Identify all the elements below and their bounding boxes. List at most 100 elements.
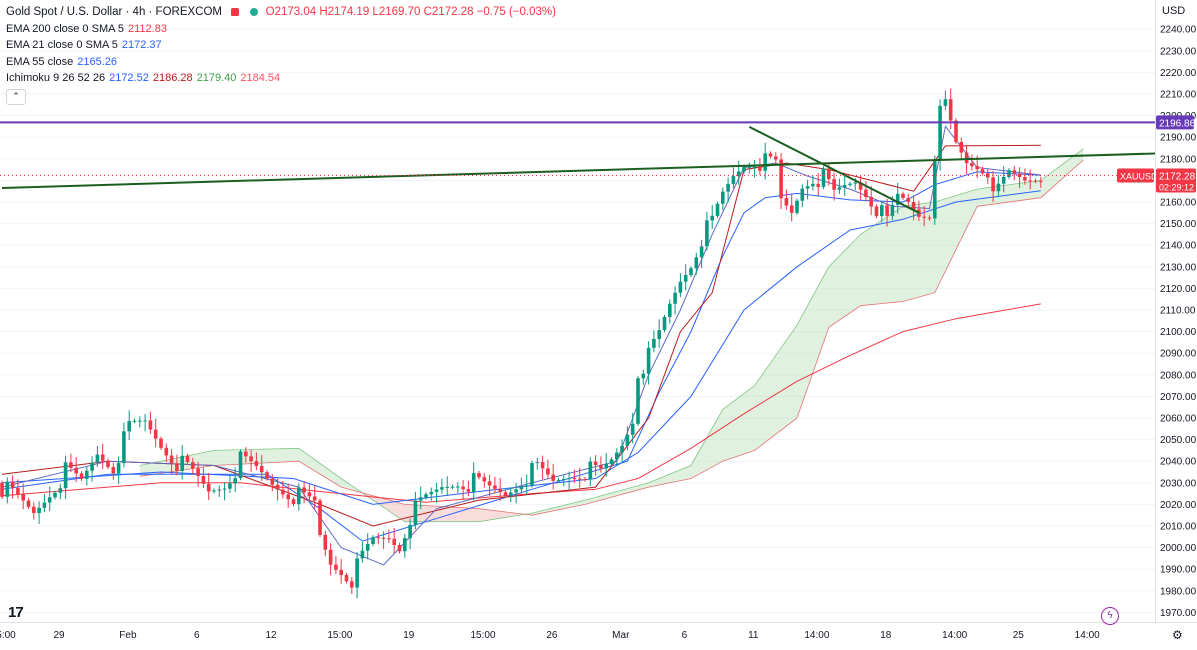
logo-text: 17 bbox=[8, 604, 24, 621]
candle-body bbox=[0, 482, 4, 497]
candle-body bbox=[991, 177, 995, 192]
x-tick-label: 15:00 bbox=[327, 630, 352, 641]
y-tick-label: 2230.00 bbox=[1160, 46, 1197, 57]
candle-body bbox=[577, 478, 582, 480]
symbol-legend-row[interactable]: Gold Spot / U.S. Dollar · 4h · FOREXCOM … bbox=[6, 4, 556, 21]
indicator-label: EMA 21 close 0 SMA 5 bbox=[6, 39, 118, 51]
symbol-title[interactable]: Gold Spot / U.S. Dollar · 4h · FOREXCOM bbox=[6, 6, 223, 18]
candle-body bbox=[339, 569, 343, 576]
candle-body bbox=[736, 171, 741, 177]
candle-body bbox=[355, 558, 359, 588]
indicator-value: 2186.28 bbox=[152, 72, 193, 84]
ichimoku-span-b bbox=[139, 159, 1084, 516]
candle-body bbox=[159, 438, 163, 448]
candle-body bbox=[318, 500, 322, 535]
candle-body bbox=[885, 205, 889, 216]
x-tick-label: 12 bbox=[265, 630, 277, 641]
candle-body bbox=[312, 496, 317, 501]
candle-body bbox=[827, 168, 831, 180]
candle-body bbox=[10, 481, 15, 489]
candle-body bbox=[514, 489, 518, 493]
candle-body bbox=[334, 564, 338, 570]
candle-body bbox=[858, 182, 863, 190]
candle-body bbox=[710, 215, 714, 221]
candle-body bbox=[286, 494, 290, 500]
candle-body bbox=[747, 166, 752, 168]
plot-area bbox=[0, 28, 1179, 613]
candle-body bbox=[217, 489, 222, 491]
candle-body bbox=[482, 477, 487, 482]
candle-body bbox=[1039, 181, 1043, 183]
countdown-text: 02:29:12 bbox=[1159, 183, 1194, 193]
open-value: O2173.04 bbox=[265, 6, 317, 18]
y-tick-label: 2070.00 bbox=[1160, 392, 1197, 403]
x-tick-label: 6 bbox=[682, 630, 688, 641]
candle-body bbox=[413, 500, 418, 525]
candle-body bbox=[715, 203, 720, 216]
candle-body bbox=[206, 483, 211, 492]
candle-body bbox=[832, 179, 836, 190]
candle-body bbox=[164, 447, 169, 456]
indicator-value: 2165.26 bbox=[77, 55, 118, 68]
candle-body bbox=[201, 476, 206, 484]
candle-body bbox=[63, 462, 68, 489]
candle-body bbox=[185, 455, 190, 463]
indicator-legend-row[interactable]: EMA 55 close 2165.26 bbox=[6, 54, 556, 71]
indicator-legend-row[interactable]: Ichimoku 9 26 52 26 2172.52 2186.28 2179.40… bbox=[6, 70, 556, 87]
y-tick-label: 2060.00 bbox=[1160, 414, 1197, 425]
candle-body bbox=[16, 488, 20, 495]
candle-body bbox=[917, 209, 921, 217]
candle-body bbox=[429, 491, 434, 495]
x-tick-label: 18 bbox=[880, 630, 892, 641]
candle-body bbox=[742, 167, 746, 172]
tradingview-logo[interactable]: 17 bbox=[8, 604, 24, 621]
x-tick-label: 14:00 bbox=[1075, 630, 1100, 641]
currency-label: USD bbox=[1162, 5, 1185, 17]
collapse-legend-button[interactable]: ⌃ bbox=[6, 88, 26, 105]
y-tick-label: 2010.00 bbox=[1160, 522, 1197, 533]
candle-body bbox=[498, 488, 502, 493]
candle-body bbox=[980, 169, 985, 174]
candle-body bbox=[1017, 173, 1022, 178]
candle-body bbox=[705, 220, 709, 247]
candle-body bbox=[371, 537, 375, 544]
candle-body bbox=[233, 478, 237, 484]
indicator-legend-row[interactable]: EMA 200 close 0 SMA 5 2112.83 bbox=[6, 21, 556, 38]
candle-body bbox=[615, 452, 619, 460]
flash-icon[interactable]: ϟ bbox=[1101, 607, 1119, 625]
candle-body bbox=[191, 462, 195, 469]
alert-icon[interactable] bbox=[231, 8, 240, 16]
candle-body bbox=[609, 459, 614, 464]
candle-body bbox=[726, 183, 730, 192]
candle-body bbox=[837, 187, 842, 190]
candle-body bbox=[127, 421, 131, 432]
indicator-label: EMA 200 close 0 SMA 5 bbox=[6, 22, 125, 35]
candle-body bbox=[795, 200, 799, 213]
candle-body bbox=[662, 316, 667, 331]
candle-body bbox=[752, 166, 757, 168]
candle-body bbox=[254, 461, 259, 466]
candle-body bbox=[100, 454, 105, 461]
market-status-icon[interactable] bbox=[250, 8, 259, 16]
candle-body bbox=[392, 538, 396, 546]
candle-body bbox=[668, 303, 672, 317]
y-tick-label: 2090.00 bbox=[1160, 349, 1197, 360]
x-tick-label: 26 bbox=[546, 630, 558, 641]
y-tick-label: 2150.00 bbox=[1160, 219, 1197, 230]
trendline[interactable] bbox=[748, 125, 920, 214]
candle-body bbox=[408, 524, 412, 539]
trendline[interactable] bbox=[1, 152, 1179, 189]
indicator-value: 2179.40 bbox=[196, 72, 237, 84]
axis-settings-icon[interactable]: ⚙ bbox=[1172, 628, 1183, 642]
candle-body bbox=[418, 497, 423, 501]
candle-body bbox=[471, 473, 476, 492]
candle-body bbox=[259, 465, 264, 473]
candle-body bbox=[302, 487, 306, 493]
ema55-line bbox=[1, 190, 1041, 505]
x-tick-label: 14:00 bbox=[942, 630, 967, 641]
indicator-legend-row[interactable]: EMA 21 close 0 SMA 5 2172.37 bbox=[6, 37, 556, 54]
y-tick-label: 2100.00 bbox=[1160, 327, 1197, 338]
candle-body bbox=[58, 488, 63, 493]
y-tick-label: 2040.00 bbox=[1160, 457, 1197, 468]
